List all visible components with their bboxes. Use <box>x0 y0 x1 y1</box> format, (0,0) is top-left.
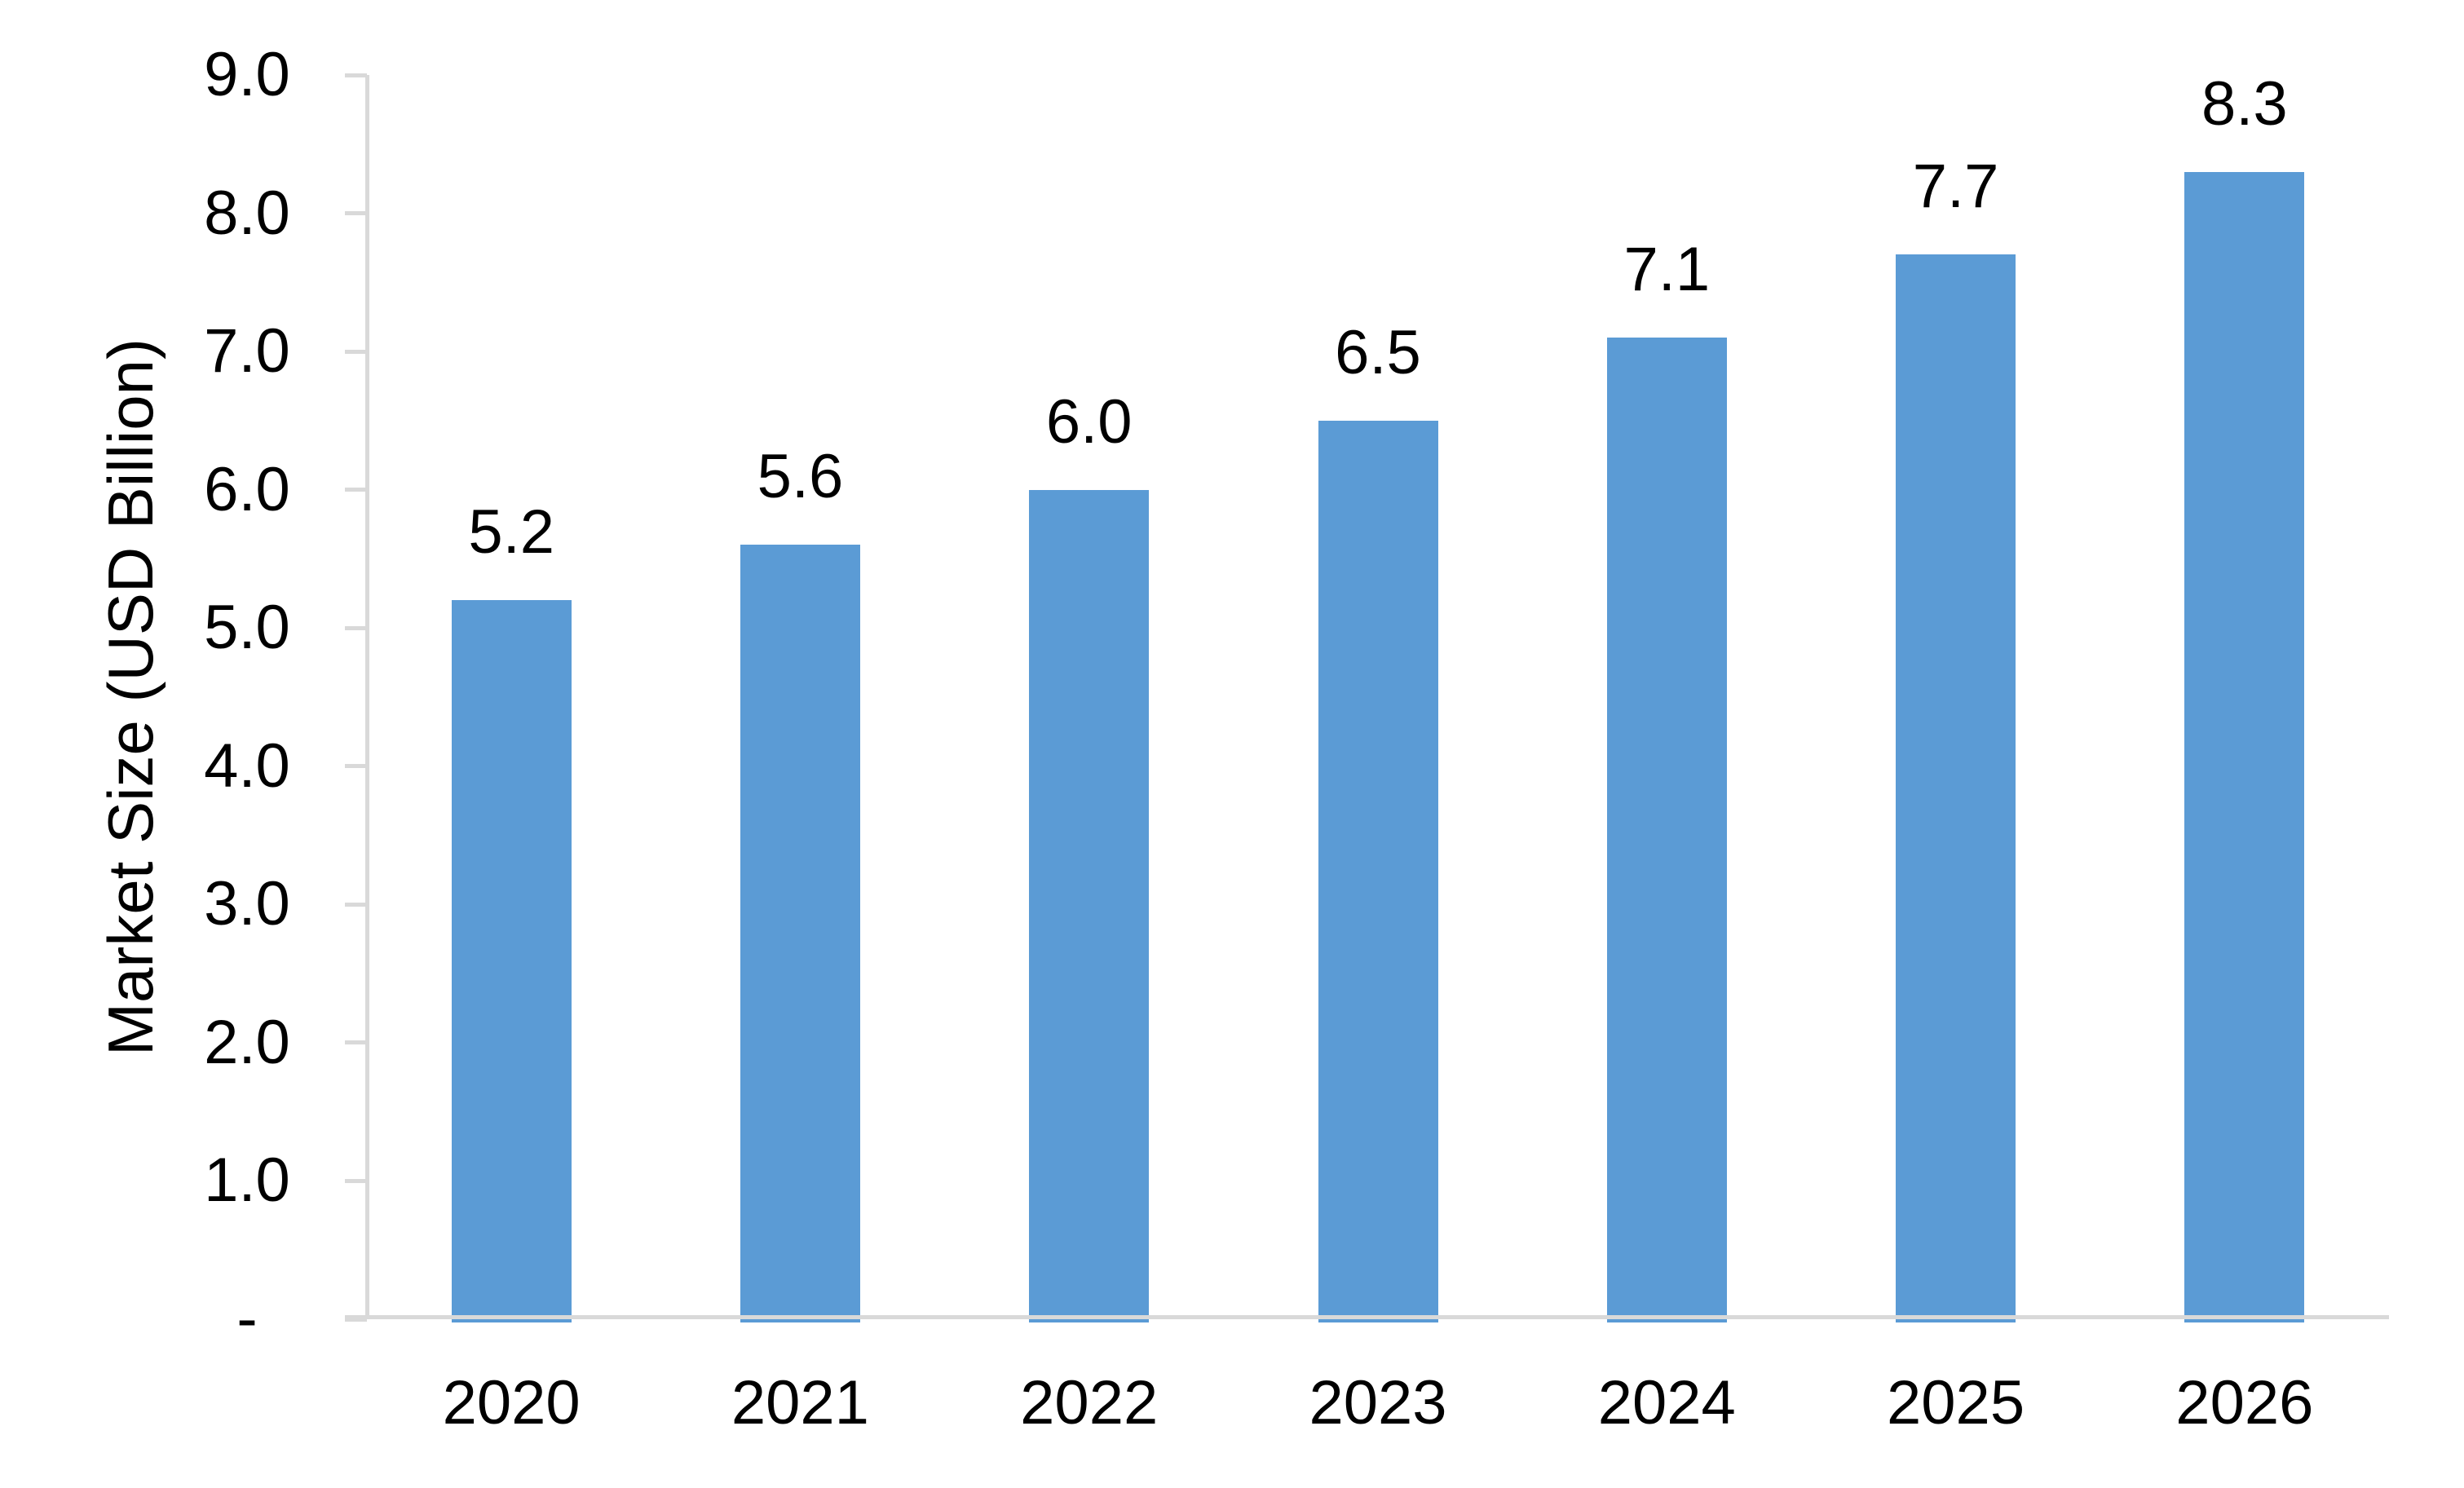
x-axis-line <box>345 1315 2389 1319</box>
x-tick-label: 2022 <box>1020 1368 1159 1437</box>
y-axis-line <box>365 75 369 1319</box>
y-tick <box>345 902 367 907</box>
y-tick <box>345 764 367 769</box>
y-tick <box>345 1178 367 1183</box>
bar <box>1896 254 2016 1322</box>
y-tick-label: 9.0 <box>204 40 290 109</box>
x-tick-label: 2026 <box>2175 1368 2314 1437</box>
bar-value-label: 7.7 <box>1912 152 1999 222</box>
y-tick-label: 5.0 <box>204 593 290 663</box>
x-tick-label: 2020 <box>442 1368 581 1437</box>
bar <box>2184 171 2305 1322</box>
y-tick <box>345 349 367 354</box>
bar-value-label: 5.6 <box>757 442 844 512</box>
x-tick-label: 2024 <box>1597 1368 1736 1437</box>
y-tick <box>345 488 367 492</box>
y-tick <box>345 625 367 630</box>
y-tick-label: 2.0 <box>204 1007 290 1077</box>
x-tick-label: 2021 <box>731 1368 869 1437</box>
y-tick-label: 6.0 <box>204 454 290 524</box>
y-tick <box>345 1040 367 1045</box>
y-tick-label: 1.0 <box>204 1146 290 1216</box>
y-tick <box>345 73 367 77</box>
bar <box>740 545 860 1322</box>
bar <box>1029 489 1150 1322</box>
y-tick <box>345 1317 367 1322</box>
bar-value-label: 6.0 <box>1045 386 1133 457</box>
x-tick-label: 2025 <box>1887 1368 2025 1437</box>
bar-value-label: 6.5 <box>1335 317 1421 387</box>
y-axis-title: Market Size (USD Billion) <box>95 338 166 1056</box>
bar <box>451 600 572 1322</box>
y-tick <box>345 211 367 216</box>
bar-value-label: 8.3 <box>2201 68 2288 139</box>
y-tick-label: 8.0 <box>204 178 290 248</box>
bar <box>1318 420 1438 1322</box>
y-tick-label: - <box>236 1284 258 1353</box>
bar <box>1606 338 1727 1322</box>
bar-value-label: 5.2 <box>468 497 554 567</box>
y-tick-label: 7.0 <box>204 316 290 386</box>
y-tick-label: 4.0 <box>204 731 290 801</box>
y-tick-label: 3.0 <box>204 869 290 939</box>
bar-value-label: 7.1 <box>1623 235 1711 305</box>
x-tick-label: 2023 <box>1309 1368 1447 1437</box>
